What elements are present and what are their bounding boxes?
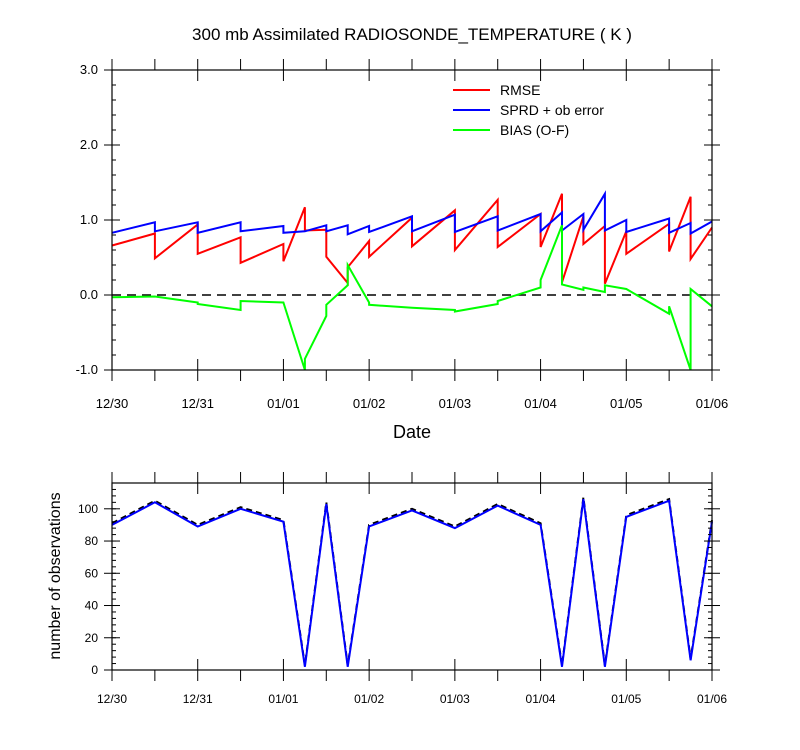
series-line-rmse: [111, 193, 713, 286]
x-tick-label: 01/04: [526, 692, 556, 706]
x-tick-label: 01/06: [696, 396, 729, 411]
y-axis-label: number of observations: [47, 492, 64, 659]
y-tick-label: 0: [91, 663, 98, 677]
series-line-bias-o-f: [111, 224, 713, 371]
legend: RMSE SPRD + ob error BIAS (O-F): [453, 82, 604, 138]
x-tick-label: 01/05: [610, 396, 643, 411]
y-tick-label: 0.0: [80, 287, 98, 302]
x-tick-label: 12/31: [183, 692, 213, 706]
x-tick-label: 01/01: [267, 396, 300, 411]
x-tick-label: 12/31: [181, 396, 214, 411]
y-tick-label: 80: [85, 534, 99, 548]
y-tick-label: 1.0: [80, 212, 98, 227]
legend-label: BIAS (O-F): [500, 122, 569, 138]
x-tick-label: 01/02: [354, 692, 384, 706]
series-line-observations-assimilated: [111, 498, 713, 667]
y-tick-label: 40: [85, 599, 99, 613]
x-tick-label: 01/06: [697, 692, 727, 706]
series-line-sprd-ob-error: [111, 190, 713, 236]
y-tick-label: 60: [85, 566, 99, 580]
y-tick-label: 100: [78, 502, 98, 516]
x-tick-label: 12/30: [97, 692, 127, 706]
x-tick-label: 01/01: [268, 692, 298, 706]
x-tick-label: 01/05: [611, 692, 641, 706]
x-tick-label: 01/03: [440, 692, 470, 706]
legend-label: SPRD + ob error: [500, 102, 604, 118]
x-tick-label: 12/30: [96, 396, 129, 411]
x-axis-label: Date: [393, 422, 431, 442]
y-tick-label: 20: [85, 631, 99, 645]
x-tick-label: 01/02: [353, 396, 386, 411]
top-chart: 300 mb Assimilated RADIOSONDE_TEMPERATUR…: [76, 25, 729, 442]
y-tick-label: -1.0: [76, 362, 98, 377]
chart-title: 300 mb Assimilated RADIOSONDE_TEMPERATUR…: [192, 25, 632, 44]
series-line-observations-possible: [111, 497, 713, 666]
y-tick-label: 2.0: [80, 137, 98, 152]
bottom-chart: 12/30 12/31 01/01 01/02 01/03 01/04 01/05 01/06…: [47, 472, 727, 706]
legend-label: RMSE: [500, 82, 540, 98]
y-tick-label: 3.0: [80, 62, 98, 77]
x-tick-label: 01/04: [524, 396, 557, 411]
x-tick-label: 01/03: [439, 396, 472, 411]
